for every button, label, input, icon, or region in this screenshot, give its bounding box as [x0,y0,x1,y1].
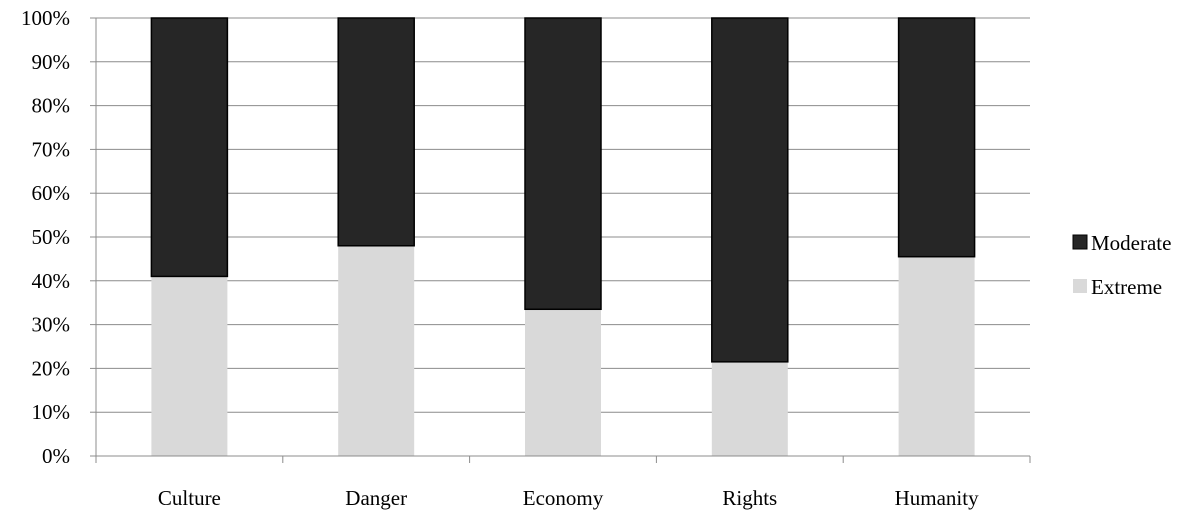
y-tick-label: 80% [32,94,71,118]
y-tick-label: 30% [32,313,71,337]
bar-extreme-rights [711,361,788,456]
bar-moderate-humanity [897,17,976,258]
x-tick-labels: Culture Danger Economy Rights Humanity [158,486,979,510]
y-tick-labels: 0% 10% 20% 30% 40% 50% 60% 70% 80% 90% 100% [21,6,70,468]
bar-moderate-economy [524,17,602,311]
y-tick-label: 100% [21,6,70,30]
legend: Moderate Extreme [1072,231,1171,299]
bar-extreme-humanity [898,256,975,456]
bars [150,17,976,456]
bar-extreme-danger [338,245,415,456]
x-tick-label: Culture [158,486,221,510]
bar-moderate-danger [337,17,415,247]
y-tick-label: 0% [42,444,70,468]
legend-label-extreme: Extreme [1091,275,1162,299]
x-tick-label: Danger [345,486,407,510]
bar-moderate-rights [711,17,789,363]
x-tick-label: Humanity [895,486,979,510]
y-tick-label: 50% [32,225,71,249]
legend-label-moderate: Moderate [1091,231,1171,255]
x-tick-label: Economy [523,486,604,510]
bar-extreme-culture [151,276,228,456]
y-tick-label: 60% [32,181,71,205]
legend-swatch-extreme [1073,279,1087,293]
bar-moderate-culture [150,17,229,278]
axes [95,18,1031,463]
y-tick-label: 40% [32,269,71,293]
y-tick-label: 70% [32,137,71,161]
y-tick-label: 20% [32,356,71,380]
y-tick-label: 10% [32,400,71,424]
y-tick-label: 90% [32,50,71,74]
bar-extreme-economy [525,309,601,456]
x-tick-label: Rights [722,486,777,510]
legend-swatch-moderate [1072,234,1088,250]
